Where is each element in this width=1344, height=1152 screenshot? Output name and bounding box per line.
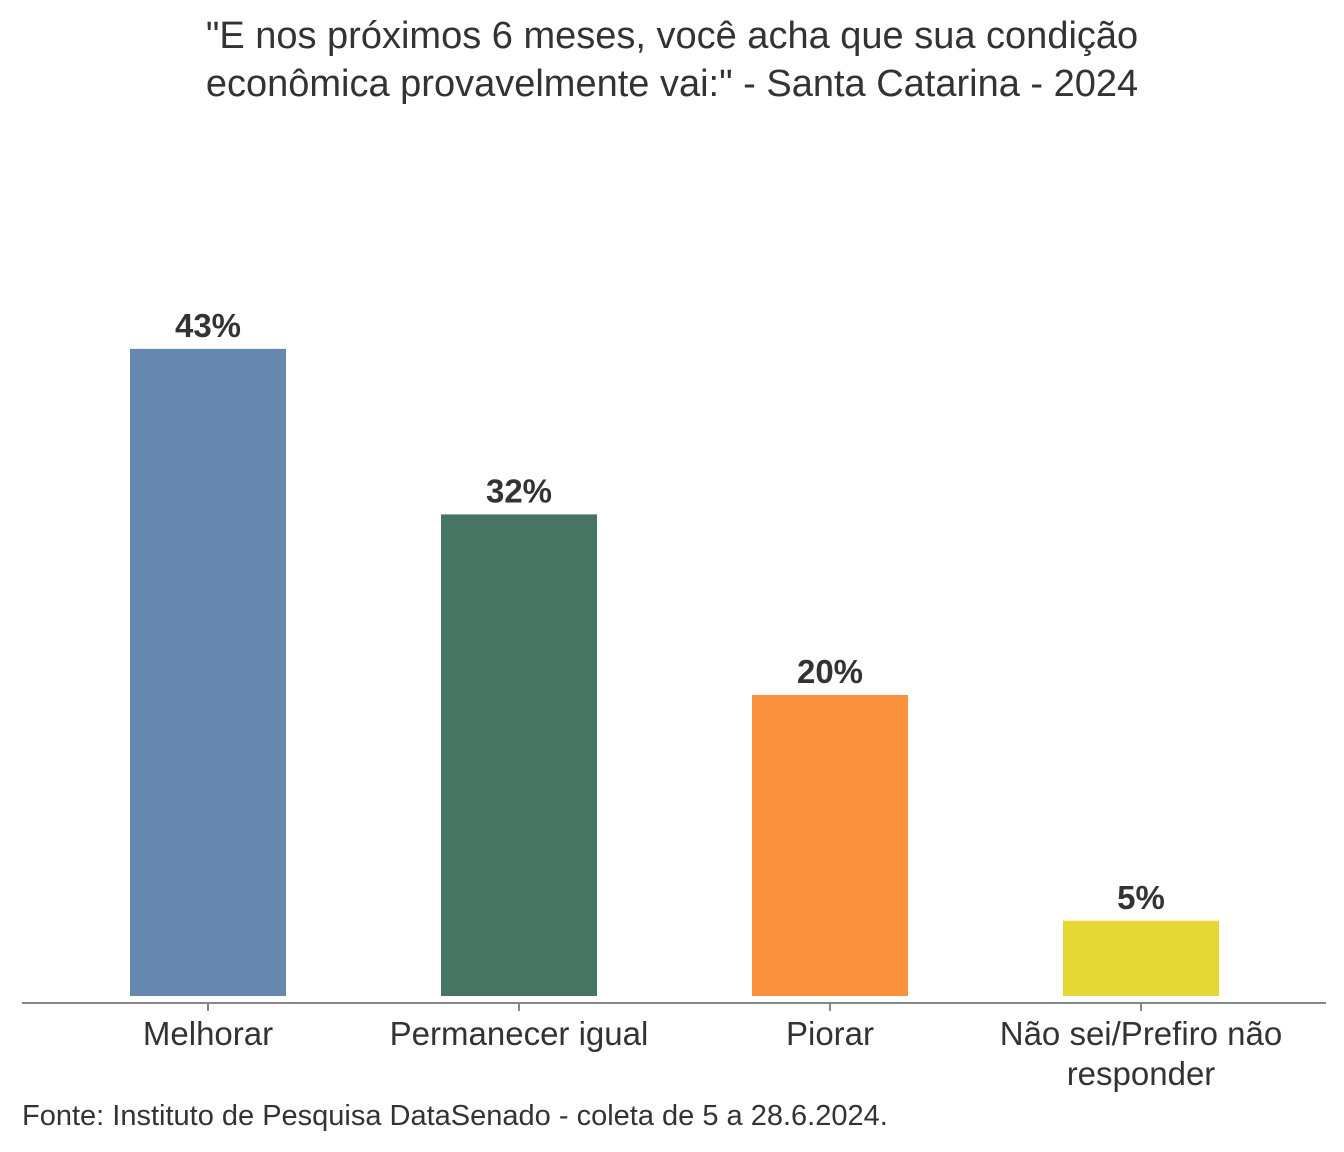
x-tick-labels-group: Melhorar Permanecer igual Piorar Não sei/Pr… <box>143 1015 1282 1092</box>
x-tick-label-4-line-2: responder <box>1067 1055 1216 1092</box>
bar-value-label-4: 5% <box>1117 879 1165 916</box>
x-ticks-group <box>207 1003 1142 1011</box>
bar-1 <box>130 348 286 997</box>
chart-title-line-2: econômica provavelmente vai:" - Santa Ca… <box>205 63 1139 105</box>
source-note: Fonte: Instituto de Pesquisa DataSenado … <box>22 1100 888 1132</box>
x-tick-label-3-line-1: Piorar <box>786 1015 874 1052</box>
x-tick-label-2-line-1: Permanecer igual <box>390 1015 649 1052</box>
value-labels-group: 43% 32% 20% 5% <box>175 307 1165 916</box>
x-tick-label-1: Melhorar <box>143 1015 273 1052</box>
bar-value-label-2: 32% <box>486 472 552 509</box>
bar-value-label-3: 20% <box>797 653 863 690</box>
bar-value-label-1: 43% <box>175 307 241 344</box>
x-tick-label-1-line-1: Melhorar <box>143 1015 273 1052</box>
bar-4 <box>1063 920 1219 996</box>
x-tick-label-3: Piorar <box>786 1015 874 1052</box>
chart-title: "E nos próximos 6 meses, você acha que s… <box>0 12 1344 108</box>
bar-3 <box>752 695 908 996</box>
x-tick-label-2: Permanecer igual <box>390 1015 649 1052</box>
x-tick-label-4-line-1: Não sei/Prefiro não <box>1000 1015 1282 1052</box>
bars-group <box>130 348 1219 997</box>
x-tick-label-4: Não sei/Prefiro não responder <box>1000 1015 1282 1092</box>
bar-2 <box>441 514 597 996</box>
chart-title-line-1: "E nos próximos 6 meses, você acha que s… <box>205 15 1139 57</box>
